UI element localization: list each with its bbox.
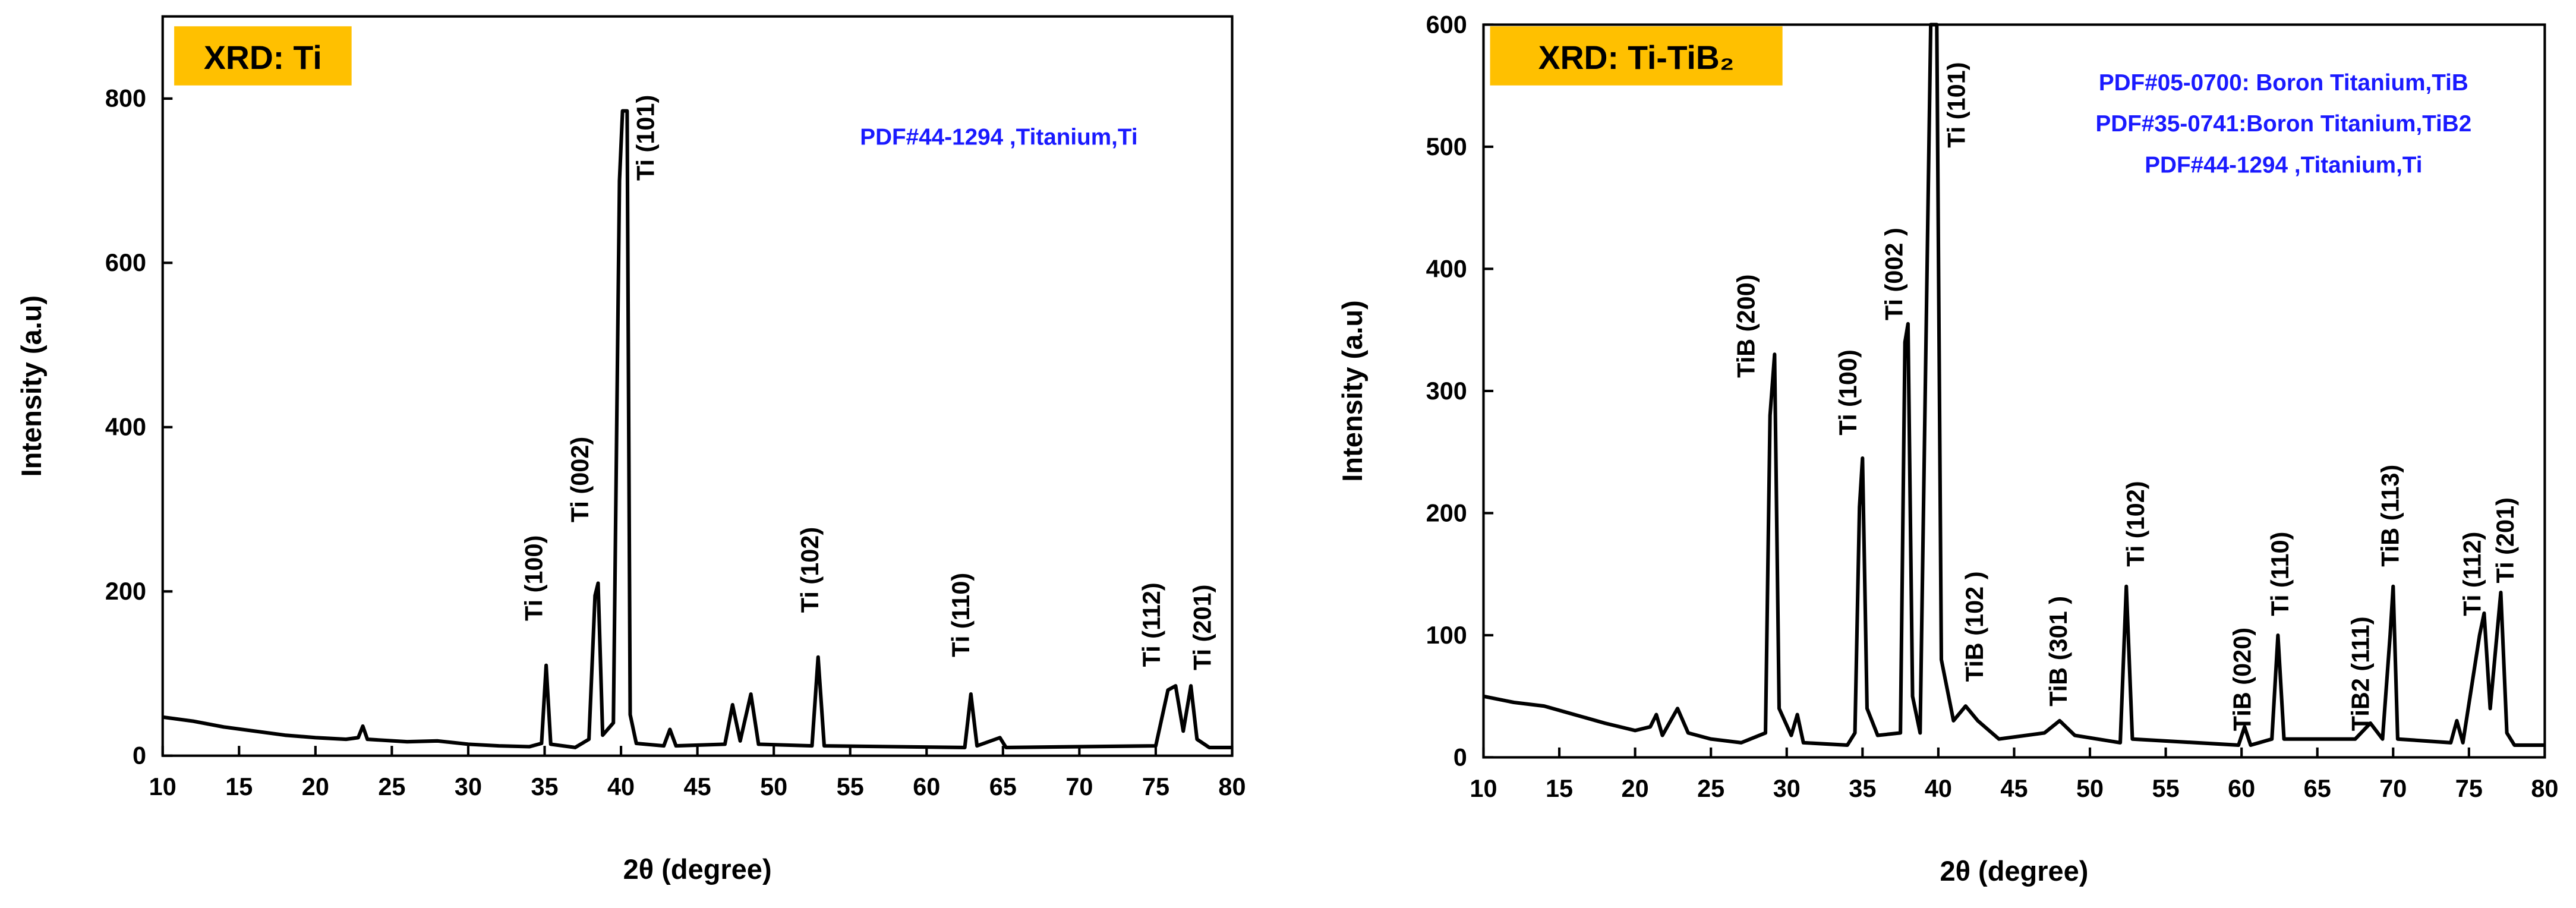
x-axis-label: 2θ (degree) <box>1940 855 2088 887</box>
peak-label: Ti (100) <box>519 535 547 621</box>
x-tick-label: 80 <box>2531 774 2558 802</box>
x-tick-label: 65 <box>989 773 1017 800</box>
x-tick-label: 65 <box>2304 774 2331 802</box>
title-box <box>174 26 352 86</box>
peak-label: TiB (301 ) <box>2044 596 2072 707</box>
y-tick-label: 600 <box>105 248 146 276</box>
x-tick-label: 75 <box>2455 774 2483 802</box>
peak-label: Ti (102) <box>2121 481 2149 566</box>
x-tick-label: 40 <box>607 773 635 800</box>
peak-label: Ti (112) <box>2458 532 2486 616</box>
pdf-note: PDF#35-0741:Boron Titanium,TiB2 <box>2095 111 2471 137</box>
x-tick-label: 10 <box>1470 774 1497 802</box>
y-tick-label: 600 <box>1426 10 1467 38</box>
xrd-line <box>162 109 1232 749</box>
y-tick-label: 200 <box>105 577 146 605</box>
x-tick-label: 70 <box>2379 774 2407 802</box>
x-axis-label: 2θ (degree) <box>623 853 772 885</box>
x-tick-label: 40 <box>1925 774 1952 802</box>
x-tick-label: 60 <box>913 773 940 800</box>
x-tick-label: 15 <box>1546 774 1573 802</box>
x-tick-label: 55 <box>2152 774 2180 802</box>
xrd-line <box>1483 23 2545 747</box>
x-tick-label: 25 <box>378 773 405 800</box>
peak-label: TiB (113) <box>2376 465 2404 567</box>
y-tick-label: 100 <box>1426 621 1467 649</box>
x-tick-label: 75 <box>1142 773 1169 800</box>
peak-label: Ti (101) <box>631 95 659 181</box>
y-tick-label: 800 <box>105 84 146 112</box>
pdf-note: PDF#44-1294 ,Titanium,Ti <box>2145 152 2422 178</box>
x-tick-label: 25 <box>1697 774 1724 802</box>
peak-label: TiB (200) <box>1732 275 1760 378</box>
x-tick-label: 20 <box>302 773 329 800</box>
x-tick-label: 35 <box>1849 774 1876 802</box>
title-box <box>1490 26 1783 86</box>
peak-label: TiB (020) <box>2228 628 2256 731</box>
peak-label: Ti (201) <box>2491 497 2519 583</box>
x-tick-label: 15 <box>225 773 253 800</box>
pdf-note: PDF#44-1294 ,Titanium,Ti <box>860 124 1137 150</box>
y-tick-label: 0 <box>1453 743 1467 771</box>
x-tick-label: 80 <box>1218 773 1246 800</box>
peak-label: TiB (102 ) <box>1960 571 1988 682</box>
peak-label: Ti (102) <box>796 527 824 613</box>
peak-label: Ti (100) <box>1834 349 1862 435</box>
peak-label: Ti (112) <box>1137 582 1165 667</box>
x-tick-label: 20 <box>1622 774 1649 802</box>
y-tick-label: 400 <box>1426 254 1467 282</box>
x-tick-label: 55 <box>837 773 864 800</box>
y-tick-label: 200 <box>1426 499 1467 526</box>
chart-title: XRD: Ti <box>204 39 322 76</box>
x-tick-label: 45 <box>2000 774 2028 802</box>
y-axis-label: Intensity (a.u) <box>1336 300 1368 481</box>
peak-label: Ti (201) <box>1188 585 1216 670</box>
y-tick-label: 300 <box>1426 377 1467 405</box>
peak-label: Ti (110) <box>2266 532 2294 616</box>
x-tick-label: 50 <box>2076 774 2104 802</box>
chart-title: XRD: Ti-TiB₂ <box>1538 39 1735 76</box>
y-axis-label: Intensity (a.u) <box>15 295 47 477</box>
y-tick-label: 0 <box>133 742 146 770</box>
x-tick-label: 35 <box>531 773 558 800</box>
y-tick-label: 400 <box>105 413 146 441</box>
peak-label: Ti (002) <box>566 437 594 522</box>
x-tick-label: 10 <box>149 773 176 800</box>
x-tick-label: 60 <box>2228 774 2255 802</box>
pdf-note: PDF#05-0700: Boron Titanium,TiB <box>2099 70 2468 96</box>
y-tick-label: 500 <box>1426 133 1467 160</box>
x-tick-label: 70 <box>1065 773 1093 800</box>
peak-label: Ti (002 ) <box>1880 228 1907 320</box>
x-tick-label: 30 <box>455 773 482 800</box>
x-tick-label: 30 <box>1773 774 1801 802</box>
x-tick-label: 50 <box>760 773 787 800</box>
peak-label: Ti (110) <box>947 573 975 657</box>
peak-label: Ti (101) <box>1943 62 1970 147</box>
x-tick-label: 45 <box>684 773 711 800</box>
peak-label: TiB2 (111) <box>2347 616 2375 731</box>
